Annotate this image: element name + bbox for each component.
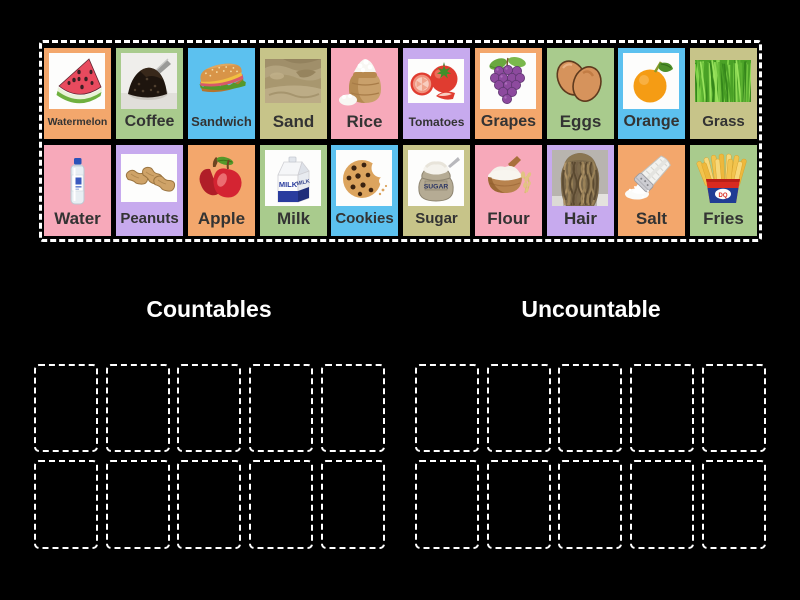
svg-text:SUGAR: SUGAR — [424, 184, 449, 191]
svg-text:MILK: MILK — [279, 180, 298, 189]
svg-text:MILK: MILK — [296, 179, 310, 188]
svg-text:DQ: DQ — [719, 193, 728, 199]
